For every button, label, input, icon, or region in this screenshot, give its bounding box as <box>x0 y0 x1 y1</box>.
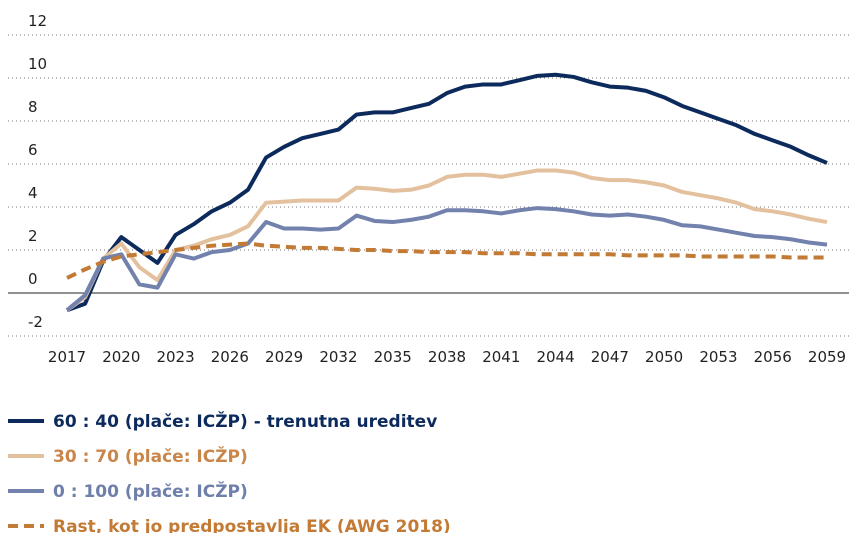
x-tick-label: 2026 <box>211 348 249 366</box>
x-tick-label: 2035 <box>374 348 412 366</box>
y-tick-label: 4 <box>28 184 38 202</box>
legend-label: 30 : 70 (plače: ICŽP) <box>53 445 248 467</box>
legend-label: Rast, kot jo predpostavlja EK (AWG 2018) <box>53 517 451 533</box>
series-line <box>65 168 828 312</box>
x-tick-label: 2059 <box>808 348 846 366</box>
x-tick-label: 2020 <box>102 348 140 366</box>
x-tick-label: 2032 <box>319 348 357 366</box>
x-tick-label: 2029 <box>265 348 303 366</box>
y-tick-label: 12 <box>28 12 47 30</box>
x-tick-label: 2056 <box>754 348 792 366</box>
x-tick-label: 2053 <box>699 348 737 366</box>
legend-label: 0 : 100 (plače: ICŽP) <box>53 480 248 502</box>
series-line <box>66 72 828 313</box>
x-tick-label: 2041 <box>482 348 520 366</box>
series-line <box>65 206 828 312</box>
x-tick-label: 2044 <box>536 348 574 366</box>
y-tick-label: 2 <box>28 227 38 245</box>
y-tick-label: 6 <box>28 141 38 159</box>
y-tick-label: 8 <box>28 98 38 116</box>
y-tick-label: -2 <box>28 313 43 331</box>
x-tick-label: 2038 <box>428 348 466 366</box>
series-line <box>66 241 827 280</box>
x-tick-label: 2050 <box>645 348 683 366</box>
legend-label: 60 : 40 (plače: ICŽP) - trenutna uredite… <box>53 410 437 432</box>
x-tick-label: 2017 <box>48 348 86 366</box>
y-tick-label: 0 <box>28 270 38 288</box>
x-tick-label: 2023 <box>156 348 194 366</box>
x-tick-label: 2047 <box>591 348 629 366</box>
y-tick-label: 10 <box>28 55 47 73</box>
